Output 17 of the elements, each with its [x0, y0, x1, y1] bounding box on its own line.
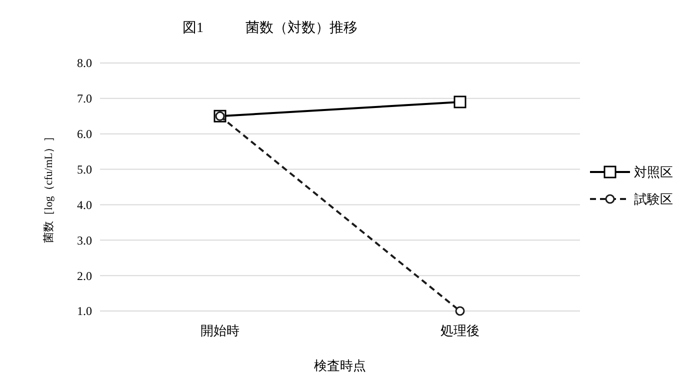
legend-label: 試験区 [634, 192, 673, 207]
y-tick-label: 5.0 [77, 162, 92, 176]
point [454, 96, 466, 108]
x-axis-title: 検査時点 [314, 358, 366, 373]
y-tick-label: 8.0 [77, 56, 92, 70]
y-tick-label: 6.0 [77, 127, 92, 142]
x-tick-label: 開始時 [200, 323, 240, 338]
y-tick-label: 3.0 [77, 233, 92, 248]
y-tick-label: 1.0 [77, 304, 92, 318]
y-tick-label: 2.0 [77, 268, 92, 283]
point [455, 306, 465, 316]
y-tick-label: 4.0 [77, 198, 92, 212]
y-tick-label: 7.0 [77, 92, 92, 106]
legend-label: 対照区 [634, 164, 673, 180]
chart-title: 図1 菌数（対数）推移 [182, 20, 358, 36]
y-axis-title: 菌数［log（cfu/mL）］ [42, 130, 55, 244]
x-tick-label: 処理後 [440, 323, 480, 338]
